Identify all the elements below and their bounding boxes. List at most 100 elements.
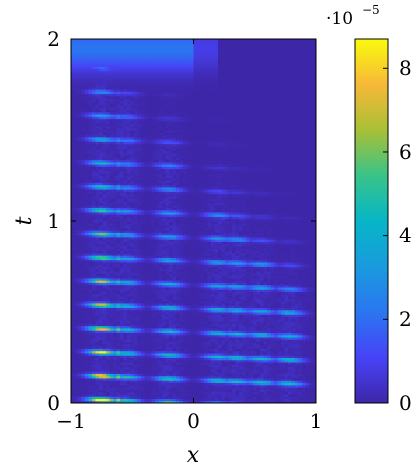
heatmap-cell — [71, 398, 75, 402]
heatmap-cell — [169, 332, 173, 336]
heatmap-cell — [148, 362, 152, 365]
heatmap-cell — [183, 300, 187, 304]
heatmap-cell — [95, 371, 100, 374]
heatmap-cell — [183, 375, 187, 379]
heatmap-cell — [88, 348, 93, 352]
heatmap-cell — [239, 327, 243, 331]
heatmap-cell — [211, 318, 215, 322]
heatmap-cell — [242, 396, 247, 399]
heatmap-cell — [309, 300, 313, 304]
heatmap-cell — [106, 302, 110, 306]
heatmap-cell — [120, 368, 124, 372]
heatmap-cell — [204, 321, 208, 324]
heatmap-cell — [274, 382, 278, 386]
heatmap-cell — [214, 339, 219, 343]
heatmap-cell — [211, 291, 215, 295]
heatmap-cell — [186, 307, 191, 311]
heatmap-cell — [274, 341, 278, 345]
heatmap-cell — [186, 393, 191, 397]
heatmap-cell — [92, 330, 96, 333]
heatmap-cell — [116, 375, 121, 379]
heatmap-cell — [190, 302, 194, 306]
heatmap-cell — [225, 327, 229, 331]
heatmap-cell — [228, 387, 233, 390]
heatmap-cell — [235, 339, 240, 343]
heatmap-cell — [190, 346, 194, 349]
heatmap-cell — [81, 380, 86, 384]
heatmap-cell — [165, 300, 170, 304]
heatmap-cell — [193, 314, 198, 318]
heatmap-cell — [120, 309, 124, 313]
heatmap-cell — [113, 346, 117, 349]
heatmap-cell — [207, 389, 212, 393]
heatmap-cell — [71, 334, 75, 338]
heatmap-cell — [277, 312, 282, 315]
heatmap-cell — [172, 339, 177, 343]
heatmap-cell — [312, 334, 317, 338]
heatmap-cell — [193, 355, 198, 358]
heatmap-cell — [92, 350, 96, 354]
heatmap-cell — [288, 314, 292, 318]
heatmap-cell — [116, 300, 121, 304]
heatmap-cell — [137, 398, 142, 402]
heatmap-cell — [305, 314, 310, 318]
heatmap-cell — [120, 286, 124, 290]
heatmap-cell — [204, 355, 208, 358]
heatmap-cell — [207, 357, 212, 361]
heatmap-cell — [214, 384, 219, 388]
heatmap-cell — [274, 391, 278, 395]
heatmap-cell — [172, 346, 177, 349]
heatmap-cell — [277, 396, 282, 399]
heatmap-cell — [239, 307, 243, 311]
heatmap-cell — [193, 332, 198, 336]
heatmap-cell — [130, 382, 135, 386]
heatmap-cell — [253, 377, 257, 381]
heatmap-cell — [81, 296, 86, 299]
heatmap-cell — [291, 341, 296, 345]
heatmap-cell — [305, 352, 310, 356]
heatmap-cell — [232, 296, 236, 299]
heatmap-cell — [221, 316, 226, 320]
heatmap-cell — [277, 350, 282, 354]
heatmap-cell — [81, 293, 86, 297]
heatmap-cell — [242, 343, 247, 347]
heatmap-cell — [295, 359, 299, 363]
heatmap-cell — [249, 316, 254, 320]
heatmap-cell — [197, 314, 201, 318]
heatmap-cell — [71, 323, 75, 327]
heatmap-cell — [232, 323, 236, 327]
heatmap-cell — [221, 314, 226, 318]
heatmap-cell — [186, 312, 191, 315]
heatmap-cell — [190, 366, 194, 370]
heatmap-cell — [165, 371, 170, 374]
heatmap-cell — [246, 323, 250, 327]
heatmap-cell — [302, 384, 306, 388]
heatmap-cell — [200, 323, 205, 327]
heatmap-cell — [260, 396, 264, 399]
heatmap-cell — [106, 375, 110, 379]
heatmap-cell — [204, 305, 208, 308]
heatmap-cell — [256, 359, 261, 363]
heatmap-cell — [169, 382, 173, 386]
heatmap-cell — [85, 293, 89, 297]
heatmap-cell — [207, 284, 212, 288]
heatmap-cell — [284, 307, 289, 311]
heatmap-cell — [256, 323, 261, 327]
heatmap-cell — [291, 286, 296, 290]
heatmap-cell — [137, 321, 142, 324]
heatmap-cell — [288, 380, 292, 384]
heatmap-cell — [141, 332, 145, 336]
heatmap-cell — [239, 371, 243, 374]
heatmap-cell — [162, 377, 166, 381]
heatmap-cell — [298, 296, 303, 299]
heatmap-cell — [120, 312, 124, 315]
heatmap-cell — [193, 391, 198, 395]
heatmap-cell — [281, 309, 285, 313]
heatmap-cell — [281, 400, 285, 404]
heatmap-cell — [214, 398, 219, 402]
heatmap-cell — [172, 289, 177, 293]
heatmap-cell — [281, 375, 285, 379]
heatmap-cell — [179, 352, 184, 356]
heatmap-cell — [116, 350, 121, 354]
heatmap-cell — [246, 307, 250, 311]
